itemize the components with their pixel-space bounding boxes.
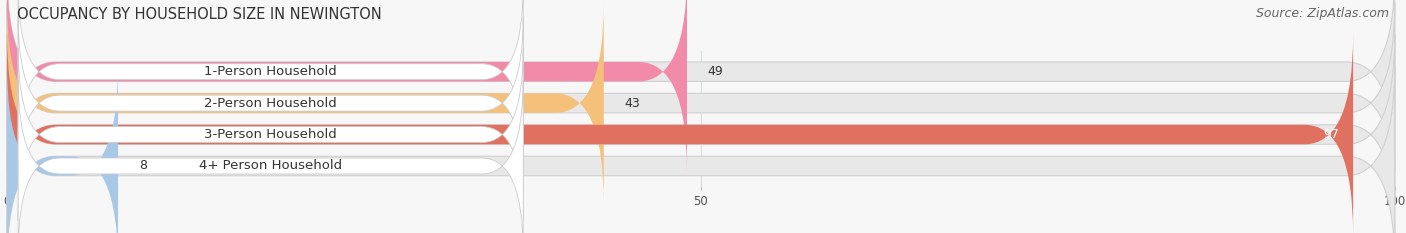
FancyBboxPatch shape: [7, 34, 1395, 233]
Text: 4+ Person Household: 4+ Person Household: [200, 159, 342, 172]
FancyBboxPatch shape: [7, 66, 1395, 233]
Text: 43: 43: [624, 97, 640, 110]
FancyBboxPatch shape: [7, 3, 1395, 203]
Text: 97: 97: [1323, 128, 1340, 141]
Text: Source: ZipAtlas.com: Source: ZipAtlas.com: [1256, 7, 1389, 20]
FancyBboxPatch shape: [18, 17, 523, 189]
FancyBboxPatch shape: [7, 66, 118, 233]
Text: 2-Person Household: 2-Person Household: [204, 97, 337, 110]
FancyBboxPatch shape: [18, 48, 523, 221]
FancyBboxPatch shape: [18, 0, 523, 158]
FancyBboxPatch shape: [7, 0, 1395, 172]
Text: 8: 8: [139, 159, 146, 172]
Text: 3-Person Household: 3-Person Household: [204, 128, 337, 141]
Text: 49: 49: [707, 65, 724, 78]
FancyBboxPatch shape: [18, 80, 523, 233]
Text: 1-Person Household: 1-Person Household: [204, 65, 337, 78]
FancyBboxPatch shape: [7, 0, 688, 172]
FancyBboxPatch shape: [7, 34, 1353, 233]
FancyBboxPatch shape: [7, 3, 603, 203]
Text: OCCUPANCY BY HOUSEHOLD SIZE IN NEWINGTON: OCCUPANCY BY HOUSEHOLD SIZE IN NEWINGTON: [17, 7, 381, 22]
